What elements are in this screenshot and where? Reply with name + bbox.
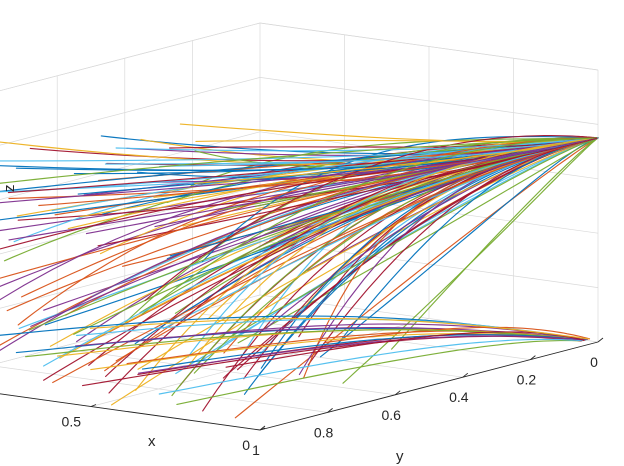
gridline-z-left [0,131,261,200]
gridline-z-left [0,77,261,146]
y-tick [327,408,333,413]
y-tick [530,355,536,360]
y-tick [462,372,469,378]
z-axis-label: z [1,185,18,193]
gridline-x-floor [90,318,430,407]
trajectory-line [25,329,586,358]
y-tick [259,425,266,431]
y-tick-label: 0.6 [381,407,401,423]
y-tick-label: 1 [252,442,260,458]
box-top-back [259,22,599,71]
x-tick [90,404,97,407]
y-tick-label: 0.8 [314,424,334,440]
box-top-left [0,22,261,92]
tick-labels: 00.20.40.60.8100.5100.20.40.60.81 [62,354,599,458]
y-tick [394,390,401,396]
x-axis-line [0,393,261,431]
trajectory-line [141,334,586,370]
gridline-z-left [0,185,261,255]
trajectory-line [89,317,590,340]
trajectory-line [90,333,585,371]
y-axis-label: y [396,448,404,465]
y-tick-label: 0.4 [449,389,469,405]
y-tick-label: 0 [590,354,598,370]
trajectory-line [137,335,586,374]
y-tick-label: 0.2 [517,372,537,388]
trajectory-line [176,340,582,405]
gridline-z-left [0,22,261,92]
x-tick-label: 0 [242,437,250,453]
trajectories [0,123,599,419]
x-axis-label: x [148,433,156,450]
trajectory-line [158,338,583,395]
axes-layer [0,337,604,431]
y-tick [597,337,604,343]
x-tick-label: 0.5 [62,414,82,430]
gridline-y-floor [0,393,261,431]
trajectory-line [108,137,598,394]
trajectory-line [324,326,591,344]
y-axis-line [259,341,599,431]
